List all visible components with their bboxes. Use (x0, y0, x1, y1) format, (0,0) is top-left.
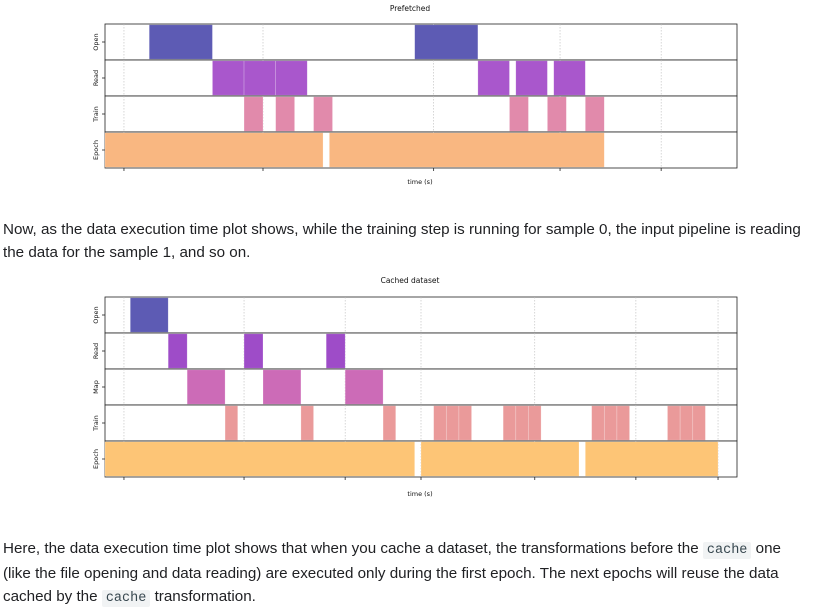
chart-title: Cached dataset (381, 276, 440, 285)
track-label-epoch: Epoch (92, 140, 100, 160)
track-label-read: Read (92, 70, 100, 86)
bar-epoch (104, 441, 415, 477)
bar-read (515, 60, 548, 96)
paragraph-prefetch-explanation: Now, as the data execution time plot sho… (3, 221, 801, 261)
x-axis-label: time (s) (407, 490, 432, 498)
cached-dataset-chart-svg: Cached dataset Open Read Map Train Epoch tim… (92, 276, 738, 498)
track-label-open: Open (92, 33, 100, 50)
bar-train (515, 405, 529, 441)
bar-read (275, 60, 308, 96)
bar-train (509, 96, 529, 132)
track-label-train: Train (92, 415, 100, 432)
paragraph-text: Here, the data execution time plot shows… (3, 540, 699, 557)
bar-train (458, 405, 472, 441)
bar-read (243, 60, 276, 96)
bar-train (591, 405, 605, 441)
prefetched-chart: Prefetched Open Read Train Epoch time (s) (0, 0, 813, 190)
bar-epoch (585, 441, 719, 477)
track-label-epoch: Epoch (92, 449, 100, 469)
track-label-read: Read (92, 343, 100, 359)
prefetched-chart-svg: Prefetched Open Read Train Epoch time (s) (92, 4, 738, 186)
bar-train (433, 405, 447, 441)
bar-read (477, 60, 510, 96)
bar-read (167, 333, 188, 369)
bar-epoch (104, 132, 324, 168)
bar-train (667, 405, 681, 441)
bar-train (528, 405, 542, 441)
bar-train (300, 405, 314, 441)
bar-read (243, 333, 264, 369)
chart-title: Prefetched (390, 4, 431, 13)
bar-train (679, 405, 694, 441)
paragraph-text: transformation. (154, 588, 256, 605)
bar-read (325, 333, 346, 369)
bar-map (186, 369, 226, 405)
track-label-map: Map (92, 380, 100, 394)
track-frame-train (104, 95, 738, 133)
bar-train (243, 96, 264, 132)
bar-train (502, 405, 517, 441)
bar-read (553, 60, 586, 96)
bar-read (212, 60, 245, 96)
bar-train (603, 405, 618, 441)
bar-train (382, 405, 397, 441)
bar-train (275, 96, 295, 132)
bar-train (585, 96, 605, 132)
bar-epoch (329, 132, 605, 168)
bar-open (148, 24, 213, 60)
track-frame-read (104, 59, 738, 97)
bar-map (262, 369, 302, 405)
x-axis-label: time (s) (407, 178, 432, 186)
paragraph-cache-explanation: Here, the data execution time plot shows… (3, 537, 808, 610)
bar-train (616, 405, 630, 441)
paragraph-text: one (like the file opening and data read… (3, 540, 781, 605)
bar-train (313, 96, 333, 132)
cached-dataset-chart: Cached dataset Open Read Map Train Epoch tim… (0, 270, 813, 502)
bar-train (224, 405, 239, 441)
inline-code-cache: cache (101, 590, 151, 607)
track-label-train: Train (92, 106, 100, 123)
track-label-open: Open (92, 306, 100, 323)
bar-map (344, 369, 384, 405)
bar-train (692, 405, 706, 441)
bar-open (129, 297, 169, 333)
bar-train (445, 405, 460, 441)
inline-code-cache: cache (702, 542, 752, 559)
bar-epoch (420, 441, 580, 477)
bar-train (547, 96, 567, 132)
bar-open (414, 24, 479, 60)
